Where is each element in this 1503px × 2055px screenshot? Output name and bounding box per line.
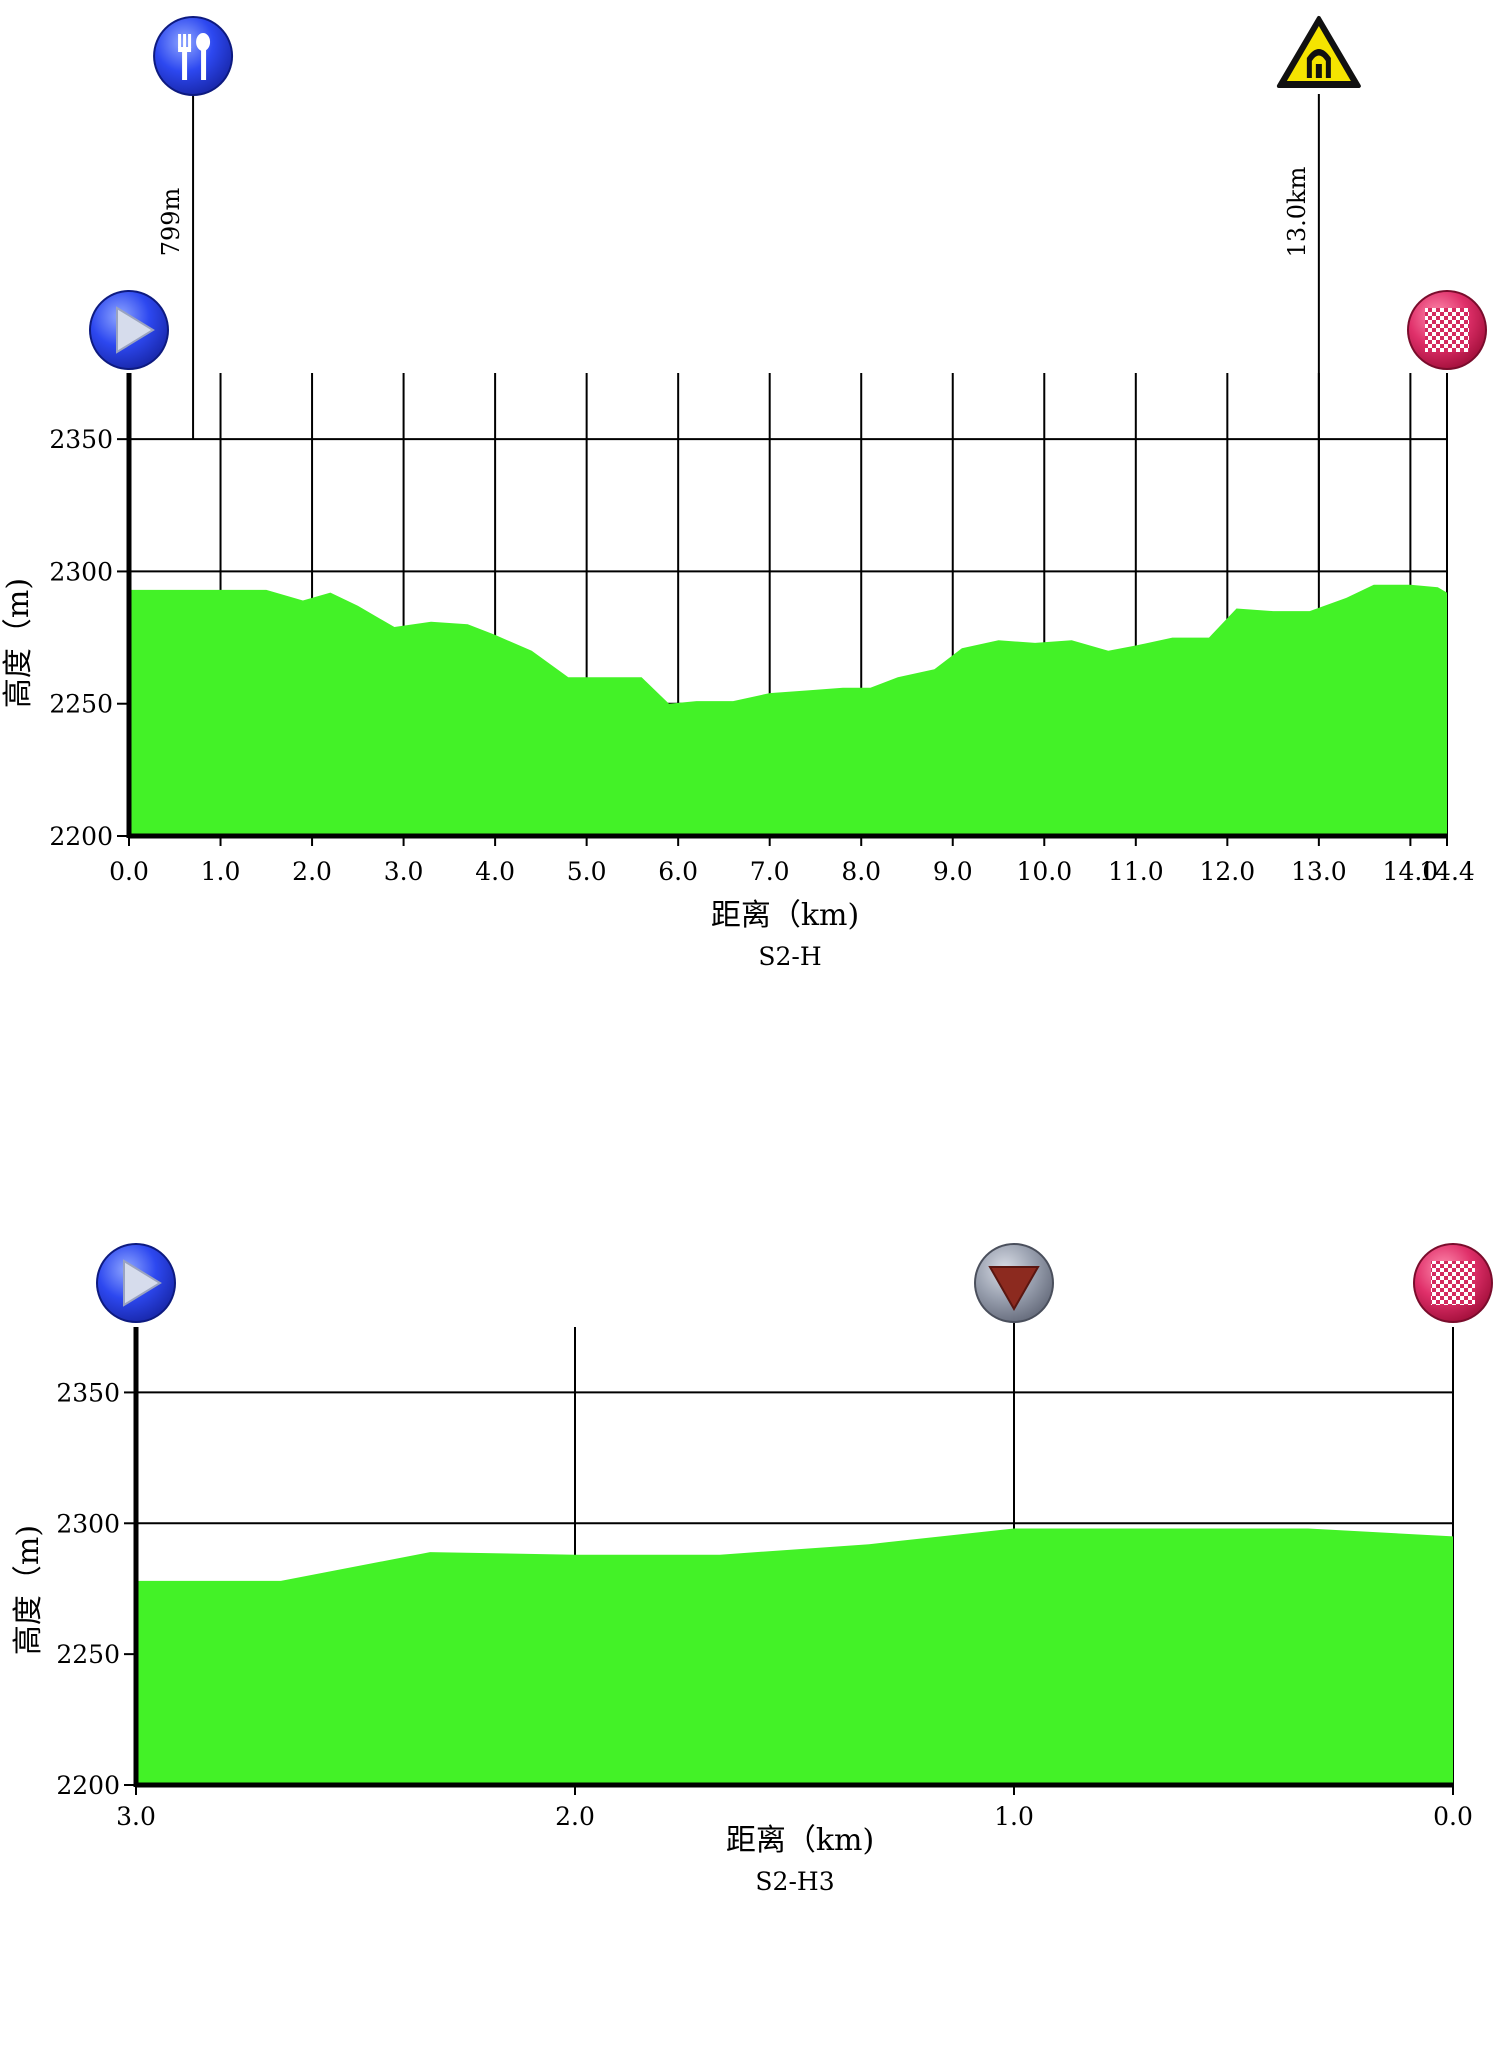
y-tick-label: 2350 (49, 425, 113, 454)
chart-2-title: S2-H3 (755, 1867, 834, 1896)
x-tick-label: 11.0 (1108, 857, 1164, 886)
chart-2-axes (124, 1327, 1454, 1795)
descent-icon (974, 1243, 1054, 1323)
chart-1-tick-labels: 0.0 1.0 2.0 3.0 4.0 5.0 6.0 7.0 8.0 9.0 10.0 11.0 12… (49, 425, 1474, 886)
x-tick-label: 9.0 (933, 857, 973, 886)
chart-1-y-axis-label: 高度（m) (1, 578, 36, 708)
chart-2-y-axis-label: 高度（m) (11, 1525, 46, 1655)
chart-1: 0.0 1.0 2.0 3.0 4.0 5.0 6.0 7.0 8.0 9.0 10.0 11.0 12… (1, 16, 1487, 971)
chart-2-x-axis-label: 距离（km) (726, 1823, 874, 1858)
food-distance-label: 799m (157, 187, 185, 256)
x-tick-label: 4.0 (475, 857, 515, 886)
food-icon (153, 16, 234, 96)
chart-1-elevation-area (129, 584, 1447, 836)
tunnel-icon (1276, 16, 1361, 88)
chart-1-title: S2-H (758, 942, 821, 971)
x-tick-label: 14.4 (1419, 857, 1475, 886)
x-tick-label: 3.0 (384, 857, 424, 886)
y-tick-label: 2250 (49, 690, 113, 719)
chart-2: 3.0 2.0 1.0 0.0 2200 2250 2300 2350 距离（km) S2-H… (11, 1243, 1493, 1896)
y-tick-label: 2250 (56, 1640, 120, 1669)
x-tick-label: 12.0 (1199, 857, 1255, 886)
y-tick-label: 2350 (56, 1378, 120, 1407)
chart-1-axes (117, 373, 1448, 846)
x-tick-label: 2.0 (555, 1802, 595, 1831)
chart-1-markers: 799m 13.0km (89, 16, 1487, 572)
x-tick-label: 3.0 (116, 1802, 156, 1831)
chart-2-markers (96, 1243, 1493, 1524)
x-tick-label: 13.0 (1291, 857, 1347, 886)
y-tick-label: 2200 (56, 1771, 120, 1800)
x-tick-label: 2.0 (292, 857, 332, 886)
y-tick-label: 2300 (49, 557, 113, 586)
y-tick-label: 2200 (49, 822, 113, 851)
x-tick-label: 0.0 (109, 857, 149, 886)
chart-2-elevation-area (136, 1528, 1453, 1785)
start-icon (89, 290, 169, 370)
chart-1-x-axis-label: 距离（km) (711, 898, 859, 933)
start-icon (96, 1243, 176, 1323)
chart-2-tick-labels: 3.0 2.0 1.0 0.0 2200 2250 2300 2350 (56, 1378, 1473, 1831)
x-tick-label: 7.0 (750, 857, 790, 886)
x-tick-label: 5.0 (567, 857, 607, 886)
x-tick-label: 1.0 (994, 1802, 1034, 1831)
x-tick-label: 10.0 (1016, 857, 1072, 886)
x-tick-label: 0.0 (1433, 1802, 1473, 1831)
tunnel-distance-label: 13.0km (1283, 166, 1311, 257)
x-tick-label: 1.0 (201, 857, 241, 886)
x-tick-label: 14.0 (1383, 857, 1439, 886)
x-tick-label: 8.0 (841, 857, 881, 886)
finish-flag-icon (1413, 1243, 1493, 1323)
finish-flag-icon (1407, 290, 1487, 370)
y-tick-label: 2300 (56, 1509, 120, 1538)
x-tick-label: 6.0 (658, 857, 698, 886)
